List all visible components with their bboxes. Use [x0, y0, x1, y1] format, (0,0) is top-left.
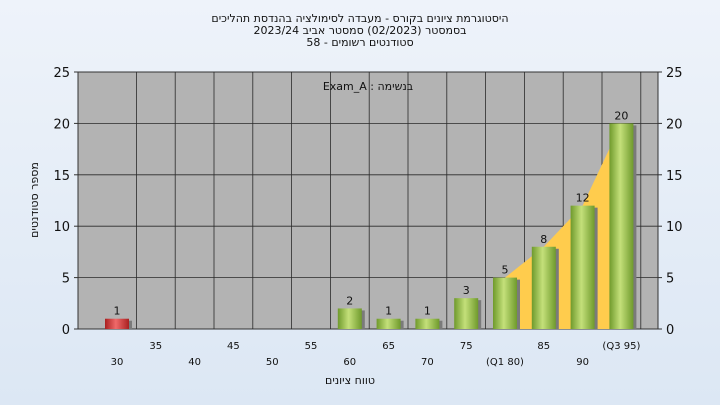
bar-value-label: 3	[463, 284, 470, 297]
y-axis-right: 0 5 10 15 20 25	[658, 66, 683, 338]
bar-value-label: 1	[385, 305, 392, 318]
x-tick-label: 90	[576, 357, 589, 368]
bar-85	[531, 246, 556, 329]
x-axis-title: טווח ציונים	[325, 374, 375, 387]
bar-95	[609, 123, 634, 330]
y-tick-label-left: 10	[53, 220, 70, 235]
y-tick-label-left: 25	[53, 66, 70, 81]
bar-value-label: 20	[614, 109, 628, 122]
x-tick-label: 60	[343, 357, 356, 368]
y-tick-label-right: 0	[666, 323, 674, 338]
y-tick-label-right: 25	[666, 66, 683, 81]
x-tick-label: (Q3 95)	[602, 341, 640, 352]
title-line-2: בסמסטר (02/2023) סמסטר אביב 2023/24	[253, 24, 466, 37]
x-tick-label: 70	[421, 357, 434, 368]
bar-value-label: 1	[424, 305, 431, 318]
x-tick-label: 45	[227, 341, 240, 352]
y-tick-label-right: 5	[666, 272, 674, 287]
exam-annotation: בנשימה : Exam_A	[323, 80, 413, 93]
bar-60	[337, 308, 362, 329]
x-tick-label: 30	[111, 357, 124, 368]
x-axis: 30 35 40 45 50 55 60 65 70 75 (Q1 80) 85 90 (Q3 95)	[111, 341, 641, 368]
y-axis-left: 0 5 10 15 20 25	[53, 66, 78, 338]
bar-value-label: 2	[346, 294, 353, 307]
title-line-1: היסטוגרמת ציונים בקורס - מעבדה לסימולציה…	[211, 12, 508, 25]
bar-90	[570, 205, 595, 329]
y-tick-label-left: 15	[53, 169, 70, 184]
bar-value-label: 5	[502, 264, 509, 277]
y-tick-label-left: 20	[53, 117, 70, 132]
bar-80	[493, 277, 517, 329]
x-tick-label: 40	[188, 357, 201, 368]
x-tick-label: 35	[149, 341, 162, 352]
bar-value-label: 12	[576, 192, 590, 205]
bar-value-label: 8	[540, 233, 547, 246]
y-tick-label-left: 5	[62, 272, 70, 287]
bar-70	[415, 318, 440, 329]
x-tick-label: 85	[537, 341, 550, 352]
bar-30	[105, 318, 129, 329]
x-tick-label: 75	[460, 341, 473, 352]
y-tick-label-left: 0	[62, 323, 70, 338]
y-tick-label-right: 10	[666, 220, 683, 235]
x-tick-label: 65	[382, 341, 395, 352]
y-tick-label-right: 20	[666, 117, 683, 132]
bar-value-label: 1	[114, 305, 121, 318]
y-axis-title: מספר סטודנטים	[28, 162, 41, 238]
bar-75	[454, 298, 479, 329]
x-tick-label: (Q1 80)	[486, 357, 524, 368]
title-line-3: סטודנטים רשומים - 58	[306, 36, 413, 49]
x-tick-label: 50	[266, 357, 279, 368]
y-tick-label-right: 15	[666, 169, 683, 184]
x-tick-label: 55	[305, 341, 318, 352]
bars	[105, 123, 637, 330]
chart-title: היסטוגרמת ציונים בקורס - מעבדה לסימולציה…	[211, 12, 508, 49]
bar-65	[376, 318, 401, 329]
